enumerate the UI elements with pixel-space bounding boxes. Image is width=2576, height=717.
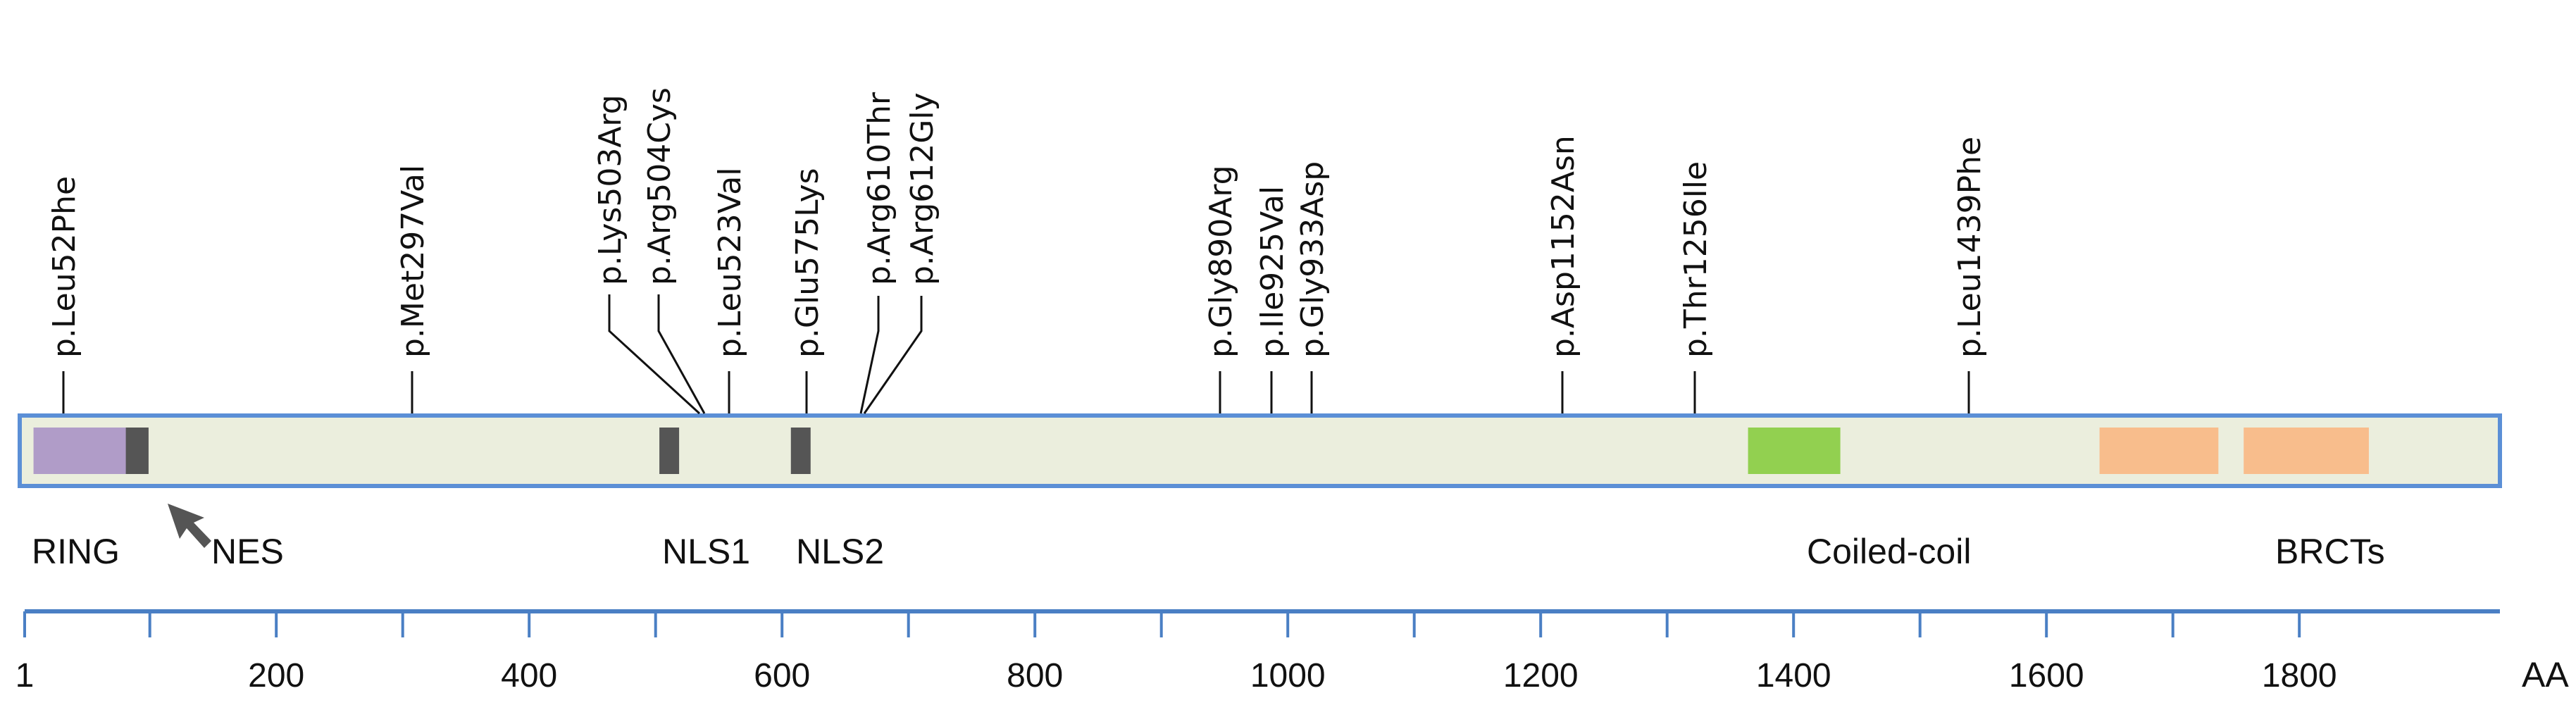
tick-label: 1 xyxy=(15,657,35,694)
label-nes: NES xyxy=(211,532,284,571)
domain-brct2 xyxy=(2244,428,2369,474)
variant-label: p.Gly890Arg xyxy=(1203,165,1239,358)
label-nls2: NLS2 xyxy=(796,532,884,571)
tick-label: 1200 xyxy=(1503,657,1579,694)
variant-marker: p.Met297Val xyxy=(395,165,431,413)
label-ring: RING xyxy=(32,532,120,571)
variant-label: p.Leu523Val xyxy=(712,168,748,358)
variant-markers: p.Leu52Phe p.Met297Val p.Lys503Arg p.Arg504… xyxy=(46,87,1988,415)
variant-marker: p.Arg612Gly xyxy=(863,92,940,414)
domain-blocks xyxy=(33,428,2369,474)
variant-label: p.Lys503Arg xyxy=(592,94,628,285)
tick-label: 1400 xyxy=(1756,657,1831,694)
variant-label: p.Thr1256Ile xyxy=(1678,161,1714,358)
variant-marker: p.Leu1439Phe xyxy=(1952,137,1988,413)
variant-label: p.Ile925Val xyxy=(1255,186,1290,358)
tick-label: 600 xyxy=(754,657,810,694)
variant-marker: p.Arg610Thr xyxy=(859,92,897,414)
variant-label: p.Arg612Gly xyxy=(904,92,940,285)
domain-nls2 xyxy=(790,428,811,474)
variant-label: p.Asp1152Asn xyxy=(1545,135,1581,358)
tick-label: 400 xyxy=(501,657,557,694)
tick-label: 1000 xyxy=(1250,657,1326,694)
variant-marker: p.Leu52Phe xyxy=(46,176,82,413)
variant-label: p.Arg610Thr xyxy=(861,92,897,285)
variant-marker: p.Leu523Val xyxy=(712,168,748,413)
variant-marker: p.Gly933Asp xyxy=(1295,161,1331,413)
label-nls1: NLS1 xyxy=(662,532,750,571)
variant-label: p.Gly933Asp xyxy=(1295,161,1331,358)
tick-label: 1600 xyxy=(2009,657,2084,694)
variant-marker: p.Thr1256Ile xyxy=(1678,161,1714,413)
nes-arrow-icon xyxy=(168,504,211,548)
tick-label: 200 xyxy=(248,657,304,694)
variant-marker: p.Arg504Cys xyxy=(642,87,706,414)
variant-marker: p.Lys503Arg xyxy=(592,94,701,415)
tick-label: 800 xyxy=(1007,657,1063,694)
domain-nes xyxy=(125,428,149,474)
variant-label: p.Glu575Lys xyxy=(790,168,826,358)
domain-coiled-coil xyxy=(1748,428,1841,474)
variant-marker: p.Asp1152Asn xyxy=(1545,135,1581,413)
axis-ticks: 1 200 400 600 800 1000 1200 1400 1600 1800 xyxy=(15,611,2337,694)
variant-marker: p.Glu575Lys xyxy=(790,168,826,413)
variant-label: p.Leu52Phe xyxy=(46,176,82,358)
domain-labels: RING NES NLS1 NLS2 Coiled-coil BRCTs AA xyxy=(32,532,2569,694)
variant-label: p.Arg504Cys xyxy=(642,87,678,285)
variant-label: p.Met297Val xyxy=(395,165,431,358)
variant-marker: p.Ile925Val xyxy=(1255,186,1290,413)
domain-brct1 xyxy=(2099,428,2219,474)
label-brcts: BRCTs xyxy=(2275,532,2385,571)
label-aa: AA xyxy=(2522,655,2569,694)
protein-backbone xyxy=(18,413,2502,488)
variant-marker: p.Gly890Arg xyxy=(1203,165,1239,413)
domain-nls1 xyxy=(659,428,680,474)
variant-label: p.Leu1439Phe xyxy=(1952,137,1988,358)
label-coiled-coil: Coiled-coil xyxy=(1807,532,1971,571)
tick-label: 1800 xyxy=(2262,657,2337,694)
